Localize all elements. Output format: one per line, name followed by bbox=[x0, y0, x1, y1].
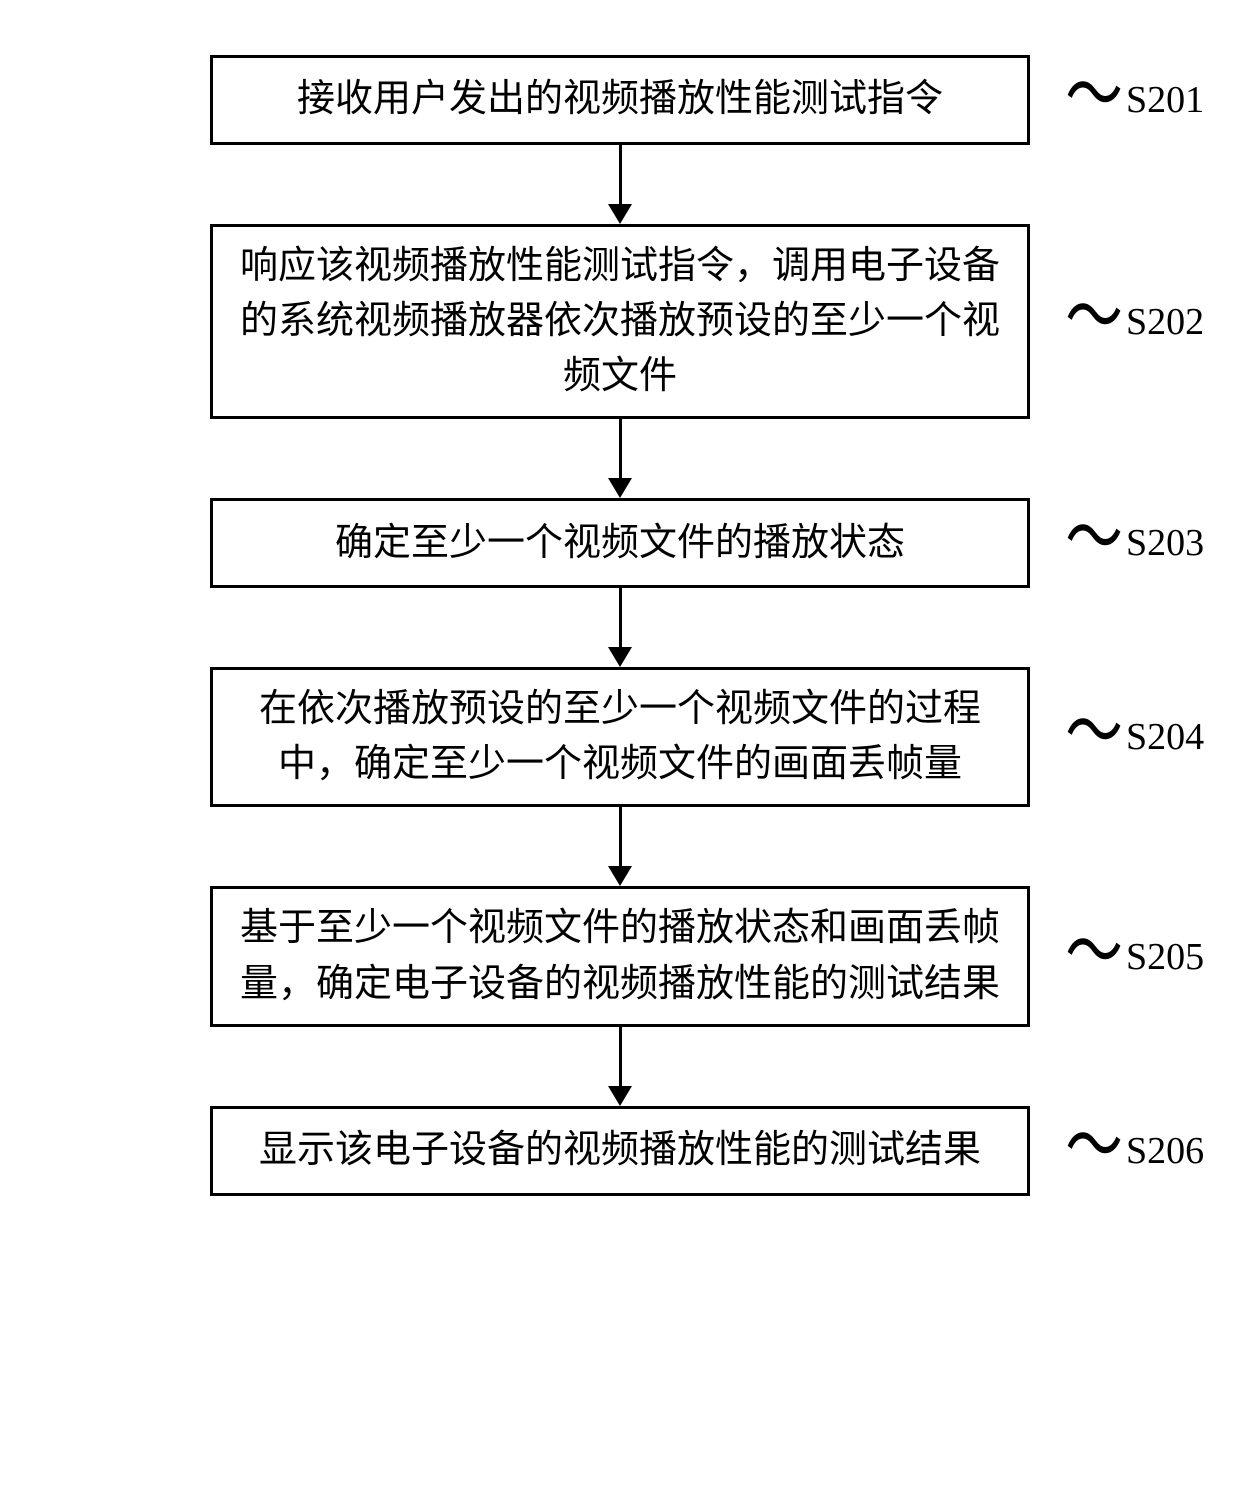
arrow-line bbox=[619, 807, 622, 867]
arrow-line bbox=[619, 1027, 622, 1087]
arrow-line bbox=[619, 419, 622, 479]
flow-step-id: S204 bbox=[1126, 715, 1204, 759]
flow-step-box: 显示该电子设备的视频播放性能的测试结果 bbox=[210, 1106, 1030, 1196]
flow-step-box: 响应该视频播放性能测试指令，调用电子设备的系统视频播放器依次播放预设的至少一个视… bbox=[210, 224, 1030, 419]
flow-step-box: 在依次播放预设的至少一个视频文件的过程中，确定至少一个视频文件的画面丢帧量 bbox=[210, 667, 1030, 807]
arrow-head-icon bbox=[608, 204, 632, 224]
arrow-head-icon bbox=[608, 478, 632, 498]
flow-step-row: 接收用户发出的视频播放性能测试指令〜S201 bbox=[210, 55, 1030, 145]
flow-arrow bbox=[608, 1027, 632, 1106]
flow-arrow bbox=[608, 419, 632, 498]
connector-arc-icon: 〜 bbox=[1065, 502, 1123, 579]
arrow-line bbox=[619, 588, 622, 648]
flow-step-label: 〜S203 bbox=[1070, 519, 1204, 567]
flow-step-label: 〜S206 bbox=[1070, 1127, 1204, 1175]
connector-arc-icon: 〜 bbox=[1065, 915, 1123, 992]
flow-step-label: 〜S205 bbox=[1070, 933, 1204, 981]
flow-step-id: S201 bbox=[1126, 78, 1204, 122]
flowchart: 接收用户发出的视频播放性能测试指令〜S201 响应该视频播放性能测试指令，调用电子… bbox=[210, 55, 1030, 1196]
arrow-line bbox=[619, 145, 622, 205]
arrow-head-icon bbox=[608, 1086, 632, 1106]
flow-step-id: S203 bbox=[1126, 521, 1204, 565]
connector-arc-icon: 〜 bbox=[1065, 58, 1123, 135]
flow-step-row: 基于至少一个视频文件的播放状态和画面丢帧量，确定电子设备的视频播放性能的测试结果… bbox=[210, 886, 1030, 1026]
arrow-head-icon bbox=[608, 647, 632, 667]
flow-step-id: S205 bbox=[1126, 935, 1204, 979]
flow-step-box: 确定至少一个视频文件的播放状态 bbox=[210, 498, 1030, 588]
flow-step-box: 基于至少一个视频文件的播放状态和画面丢帧量，确定电子设备的视频播放性能的测试结果 bbox=[210, 886, 1030, 1026]
flow-step-label: 〜S201 bbox=[1070, 76, 1204, 124]
flow-arrow bbox=[608, 145, 632, 224]
flow-step-row: 在依次播放预设的至少一个视频文件的过程中，确定至少一个视频文件的画面丢帧量〜S2… bbox=[210, 667, 1030, 807]
connector-arc-icon: 〜 bbox=[1065, 280, 1123, 357]
flow-step-row: 响应该视频播放性能测试指令，调用电子设备的系统视频播放器依次播放预设的至少一个视… bbox=[210, 224, 1030, 419]
flow-step-row: 确定至少一个视频文件的播放状态〜S203 bbox=[210, 498, 1030, 588]
flow-step-label: 〜S204 bbox=[1070, 713, 1204, 761]
flow-step-id: S202 bbox=[1126, 300, 1204, 344]
flow-step-label: 〜S202 bbox=[1070, 298, 1204, 346]
flow-arrow bbox=[608, 807, 632, 886]
connector-arc-icon: 〜 bbox=[1065, 1109, 1123, 1186]
flow-arrow bbox=[608, 588, 632, 667]
flow-step-box: 接收用户发出的视频播放性能测试指令 bbox=[210, 55, 1030, 145]
arrow-head-icon bbox=[608, 866, 632, 886]
flow-step-row: 显示该电子设备的视频播放性能的测试结果〜S206 bbox=[210, 1106, 1030, 1196]
flow-step-id: S206 bbox=[1126, 1129, 1204, 1173]
connector-arc-icon: 〜 bbox=[1065, 696, 1123, 773]
